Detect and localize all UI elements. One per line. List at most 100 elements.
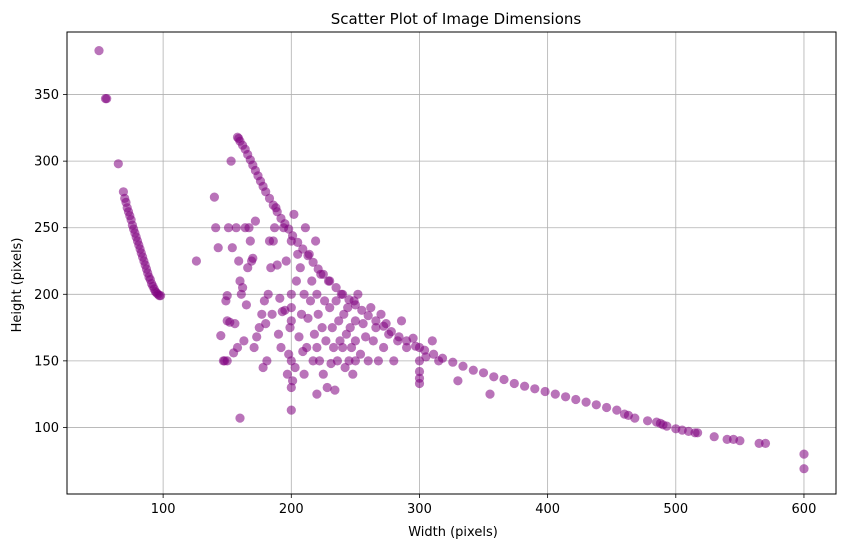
scatter-point (209, 192, 219, 202)
scatter-point (458, 361, 468, 371)
scatter-point (264, 193, 275, 203)
y-axis-label: Height (pixels) (10, 238, 25, 333)
scatter-point (263, 289, 273, 299)
chart-title: Scatter Plot of Image Dimensions (331, 10, 582, 28)
x-tick-label: 500 (663, 502, 688, 517)
scatter-point (273, 329, 284, 339)
scatter-point (257, 309, 267, 319)
scatter-point (213, 243, 223, 253)
scatter-point (408, 333, 418, 343)
scatter-point (485, 389, 495, 399)
scatter-point (286, 316, 296, 326)
scatter-point (722, 434, 732, 444)
scatter-point (396, 316, 407, 326)
scatter-point (275, 293, 285, 303)
scatter-point (308, 257, 318, 267)
y-tick-label: 300 (34, 155, 59, 170)
scatter-point (421, 352, 431, 362)
scatter-point (243, 263, 253, 273)
scatter-point (322, 382, 332, 393)
scatter-point (307, 276, 317, 286)
scatter-point (331, 296, 341, 306)
scatter-point (245, 236, 255, 246)
x-tick-label: 600 (792, 502, 817, 517)
x-axis-label: Width (pixels) (408, 525, 498, 540)
scatter-point (345, 323, 355, 333)
scatter-point (363, 356, 373, 366)
scatter-point (268, 236, 278, 246)
scatter-point (311, 236, 321, 246)
scatter-point (468, 365, 478, 375)
scatter-point (299, 289, 309, 299)
scatter-point (368, 336, 378, 346)
scatter-point (448, 357, 458, 367)
scatter-point (300, 223, 310, 233)
scatter-point (414, 366, 425, 377)
scatter-point (323, 276, 334, 286)
data-points (94, 46, 809, 474)
scatter-point (330, 385, 340, 395)
scatter-point (231, 223, 241, 233)
scatter-point (227, 243, 237, 253)
scatter-point (279, 223, 289, 233)
scatter-point (540, 386, 550, 397)
scatter-point (336, 289, 346, 299)
scatter-point (327, 323, 337, 333)
scatter-point (550, 389, 560, 399)
y-tick-label: 150 (34, 354, 59, 369)
scatter-point (248, 253, 258, 263)
x-tick-label: 100 (151, 502, 176, 517)
scatter-point (489, 372, 499, 382)
scatter-point (295, 263, 305, 273)
scatter-point (735, 436, 745, 446)
scatter-point (281, 256, 291, 266)
y-tick-label: 250 (34, 221, 59, 236)
scatter-point (276, 342, 286, 353)
scatter-point (282, 369, 292, 379)
scatter-point (366, 303, 376, 313)
scatter-point (230, 319, 240, 329)
scatter-point (312, 342, 322, 353)
scatter-point (299, 369, 309, 379)
scatter-point (571, 394, 581, 405)
scatter-point (343, 303, 353, 313)
scatter-point (222, 291, 232, 301)
scatter-point (308, 356, 318, 366)
scatter-point (334, 316, 344, 326)
scatter-point (389, 356, 399, 366)
scatter-point (355, 349, 366, 359)
scatter-point (289, 209, 299, 219)
scatter-point (602, 402, 612, 413)
scatter-point (350, 336, 360, 346)
scatter-point (499, 374, 509, 385)
scatter-point (316, 269, 326, 279)
scatter-point (252, 332, 262, 342)
scatter-point (232, 342, 243, 353)
scatter-point (329, 342, 339, 353)
scatter-point (520, 381, 530, 391)
x-tick-label: 400 (535, 502, 560, 517)
scatter-point (317, 323, 327, 333)
scatter-point (286, 405, 296, 415)
scatter-point (376, 309, 386, 319)
scatter-point (267, 309, 277, 319)
scatter-point (662, 421, 672, 431)
scatter-point (561, 392, 571, 402)
scatter-point (384, 329, 394, 339)
scatter-point (357, 305, 367, 315)
scatter-point (304, 249, 314, 259)
scatter-point (261, 319, 271, 329)
scatter-point (286, 303, 296, 313)
y-tick-label: 350 (34, 88, 59, 103)
scatter-point (344, 356, 354, 366)
scatter-point (272, 260, 282, 270)
scatter-point (309, 329, 319, 339)
scatter-point (371, 316, 381, 326)
scatter-point (331, 283, 341, 293)
scatter-point (530, 384, 540, 394)
scatter-point (760, 438, 771, 448)
x-axis-ticks: 100 200 300 400 500 600 (151, 494, 817, 517)
scatter-point (94, 46, 104, 56)
y-axis-ticks: 100 150 200 250 300 350 (34, 88, 67, 436)
scatter-point (350, 316, 360, 326)
